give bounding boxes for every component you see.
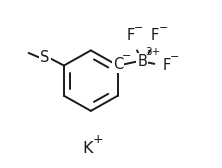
Text: −: − <box>134 23 144 33</box>
Text: F: F <box>151 28 159 43</box>
Text: 3+: 3+ <box>146 47 161 57</box>
Text: +: + <box>92 133 103 146</box>
Text: −: − <box>122 51 131 61</box>
Text: −: − <box>170 52 180 62</box>
Text: C: C <box>113 57 123 72</box>
Text: −: − <box>158 23 168 33</box>
Text: F: F <box>127 28 135 43</box>
Text: S: S <box>40 50 50 66</box>
Text: B: B <box>137 54 147 69</box>
Text: K: K <box>82 141 93 156</box>
Text: F: F <box>162 58 170 73</box>
